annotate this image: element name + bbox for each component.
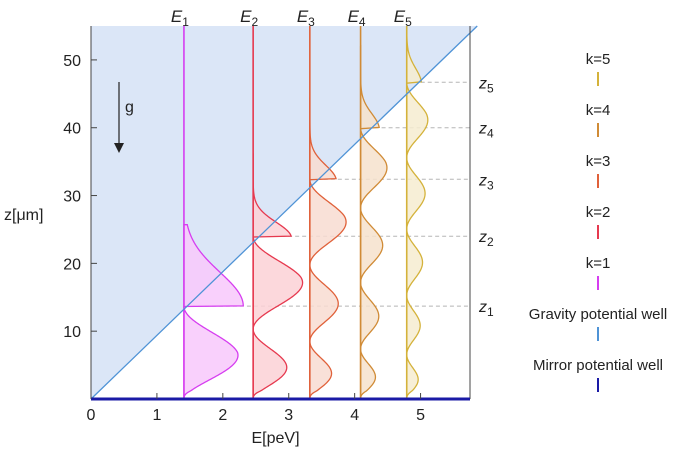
energy-label-3: E3 xyxy=(297,7,315,29)
energy-label-main: E xyxy=(297,7,309,26)
gravity-arrow-head xyxy=(114,143,124,153)
z-label-main: z xyxy=(478,172,487,189)
legend-label: k=3 xyxy=(586,153,611,170)
energy-label-4: E4 xyxy=(348,7,366,29)
legend: k=5 k=4 k=3 k=2 k=1 Gravity potential well Mir… xyxy=(529,51,667,392)
energy-label-1: E1 xyxy=(171,7,189,29)
legend-label: k=1 xyxy=(586,255,611,272)
wavefunction-k3 xyxy=(309,97,347,399)
gravity-potential-line xyxy=(90,25,478,400)
z-label-1: z1 xyxy=(478,299,494,319)
z-label-sub: 3 xyxy=(487,178,494,192)
y-axis-title: z[μm] xyxy=(4,207,43,224)
legend-label: Gravity potential well xyxy=(529,306,667,323)
z-label-sub: 1 xyxy=(487,305,494,319)
y-tick-label: 40 xyxy=(63,121,81,138)
x-tick-label: 5 xyxy=(416,407,425,424)
z-label-2: z2 xyxy=(478,229,494,249)
wavefunction-k5 xyxy=(406,28,429,399)
y-tick-label: 10 xyxy=(63,324,81,341)
y-tick-label: 50 xyxy=(63,53,81,70)
energy-label-sub: 5 xyxy=(405,15,412,29)
axes-layer: 0 1 2 3 4 5 10 20 30 40 50 xyxy=(63,26,471,424)
x-tick-label: 3 xyxy=(284,407,293,424)
z-label-main: z xyxy=(478,299,487,316)
z-label-main: z xyxy=(478,75,487,92)
z-label-sub: 5 xyxy=(487,81,494,95)
z-label-main: z xyxy=(478,229,487,246)
energy-label-main: E xyxy=(240,7,252,26)
z-label-main: z xyxy=(478,121,487,138)
energy-label-5: E5 xyxy=(394,7,412,29)
energy-label-main: E xyxy=(171,7,183,26)
wavefunction-k1 xyxy=(183,224,244,399)
energy-label-main: E xyxy=(394,7,406,26)
z-label-5: z5 xyxy=(478,75,494,95)
z-label-sub: 4 xyxy=(487,127,494,141)
x-axis-title: E[peV] xyxy=(251,430,299,447)
energy-label-2: E2 xyxy=(240,7,258,29)
wavefunction-layer xyxy=(90,25,478,400)
x-tick-label: 1 xyxy=(152,407,161,424)
x-tick-label: 4 xyxy=(350,407,359,424)
legend-label: k=4 xyxy=(586,102,611,119)
y-tick-label: 30 xyxy=(63,189,81,206)
energy-label-sub: 3 xyxy=(308,15,315,29)
z-label-4: z4 xyxy=(478,121,494,141)
energy-label-sub: 1 xyxy=(182,15,189,29)
x-tick-label: 0 xyxy=(87,407,96,424)
wavefunction-k4 xyxy=(359,44,388,399)
legend-label: Mirror potential well xyxy=(533,357,663,374)
energy-label-main: E xyxy=(348,7,360,26)
energy-label-sub: 2 xyxy=(251,15,258,29)
y-tick-label: 20 xyxy=(63,256,81,273)
energy-label-sub: 4 xyxy=(359,15,366,29)
gravity-label: g xyxy=(125,99,134,116)
legend-label: k=2 xyxy=(586,204,611,221)
z-label-3: z3 xyxy=(478,172,494,192)
legend-label: k=5 xyxy=(586,51,611,68)
x-tick-label: 2 xyxy=(218,407,227,424)
z-label-sub: 2 xyxy=(487,235,494,249)
